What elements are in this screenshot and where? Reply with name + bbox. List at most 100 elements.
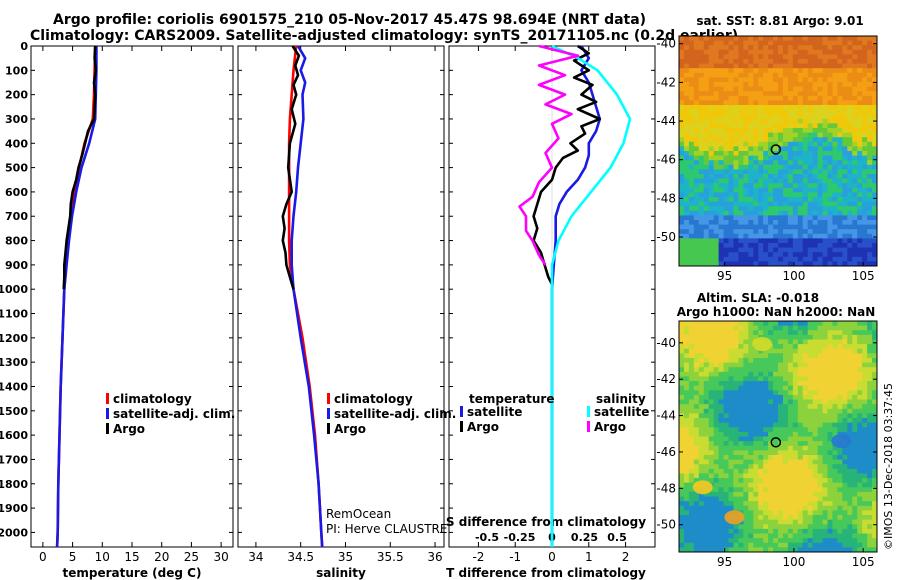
- map-cell: [867, 431, 873, 437]
- map-cell: [822, 408, 828, 414]
- map-cell: [847, 501, 853, 507]
- map-cell: [763, 178, 769, 184]
- map-cell: [683, 459, 690, 465]
- map-cell: [708, 524, 715, 530]
- map-cell: [797, 538, 804, 544]
- map-cell: [867, 427, 873, 433]
- map-cell: [688, 256, 695, 262]
- map-cell: [857, 36, 863, 41]
- map-cell: [857, 123, 863, 129]
- map-cell: [862, 487, 868, 493]
- map-cell: [802, 77, 809, 83]
- map-cell: [847, 118, 853, 124]
- map-cell: [827, 491, 833, 497]
- map-cell: [807, 450, 814, 456]
- map-cell: [842, 95, 848, 101]
- map-cell: [827, 357, 833, 363]
- map-cell: [817, 201, 823, 207]
- map-cell: [738, 418, 744, 424]
- map-cell: [693, 399, 700, 405]
- map-cell: [703, 330, 710, 336]
- map-cell: [683, 91, 690, 97]
- map-cell: [733, 394, 739, 400]
- map-cell: [787, 478, 794, 484]
- map-cell: [718, 206, 724, 212]
- map-cell: [718, 197, 724, 202]
- map-cell: [718, 68, 724, 74]
- map-cell: [782, 353, 789, 359]
- map-cell: [718, 59, 724, 64]
- map-cell: [708, 510, 715, 516]
- map-cell: [703, 468, 710, 474]
- map-cell: [812, 538, 818, 544]
- map-cell: [852, 339, 858, 345]
- map-cell: [698, 348, 705, 354]
- map-cell: [679, 123, 685, 129]
- map-cell: [758, 86, 764, 92]
- map-cell: [703, 478, 710, 484]
- map-cell: [703, 141, 710, 147]
- map-cell: [852, 169, 858, 175]
- map-cell: [693, 394, 700, 400]
- map-cell: [792, 224, 799, 230]
- map-cell: [862, 334, 868, 340]
- map-cell: [688, 528, 695, 534]
- map-cell: [817, 252, 823, 258]
- map-cell: [837, 63, 843, 69]
- map-cell: [733, 137, 739, 143]
- map-cell: [713, 431, 719, 437]
- map-cell: [867, 82, 873, 87]
- map-cell: [787, 91, 794, 97]
- map-cell: [698, 362, 705, 368]
- map-cell: [683, 524, 690, 530]
- map-cell: [768, 385, 774, 391]
- map-cell: [832, 505, 838, 511]
- map-cell: [763, 334, 769, 340]
- map-cell: [728, 77, 734, 83]
- map-cell: [862, 40, 868, 46]
- map-cell: [792, 321, 799, 327]
- map-cell: [713, 459, 719, 465]
- map-cell: [698, 128, 705, 133]
- map-cell: [867, 334, 873, 340]
- map-cell: [763, 390, 769, 396]
- map-cell: [842, 82, 848, 87]
- map-cell: [703, 473, 710, 479]
- map-cell: [822, 91, 828, 97]
- map-cell: [743, 256, 749, 262]
- map-cell: [832, 459, 838, 465]
- map-cell: [847, 243, 853, 248]
- map-cell: [688, 367, 695, 373]
- map-cell: [683, 381, 690, 387]
- map-cell: [733, 325, 739, 331]
- map-cell: [837, 404, 843, 410]
- map-cell: [807, 54, 814, 60]
- map-cell: [802, 505, 809, 511]
- map-cell: [852, 487, 858, 493]
- map-cell: [817, 155, 823, 161]
- map-cell: [872, 224, 878, 230]
- map-cell: [763, 128, 769, 133]
- series-line: [532, 44, 602, 285]
- map-cell: [778, 390, 784, 396]
- map-cell: [698, 404, 705, 410]
- map-cell: [763, 220, 769, 225]
- map-cell: [852, 362, 858, 368]
- map-cell: [792, 501, 799, 507]
- map-cell: [827, 418, 833, 424]
- map-cell: [797, 233, 804, 239]
- map-cell: [792, 63, 799, 69]
- map-cell: [802, 542, 809, 548]
- map-cell: [708, 187, 715, 193]
- map-cell: [832, 63, 838, 69]
- map-cell: [817, 256, 823, 262]
- map-cell: [778, 210, 784, 216]
- map-cell: [797, 390, 804, 396]
- map-cell: [782, 178, 789, 184]
- map-cell: [718, 473, 724, 479]
- map-cell: [842, 201, 848, 207]
- map-cell: [832, 538, 838, 544]
- map-cell: [743, 473, 749, 479]
- map-cell: [698, 146, 705, 152]
- map-cell: [753, 82, 759, 87]
